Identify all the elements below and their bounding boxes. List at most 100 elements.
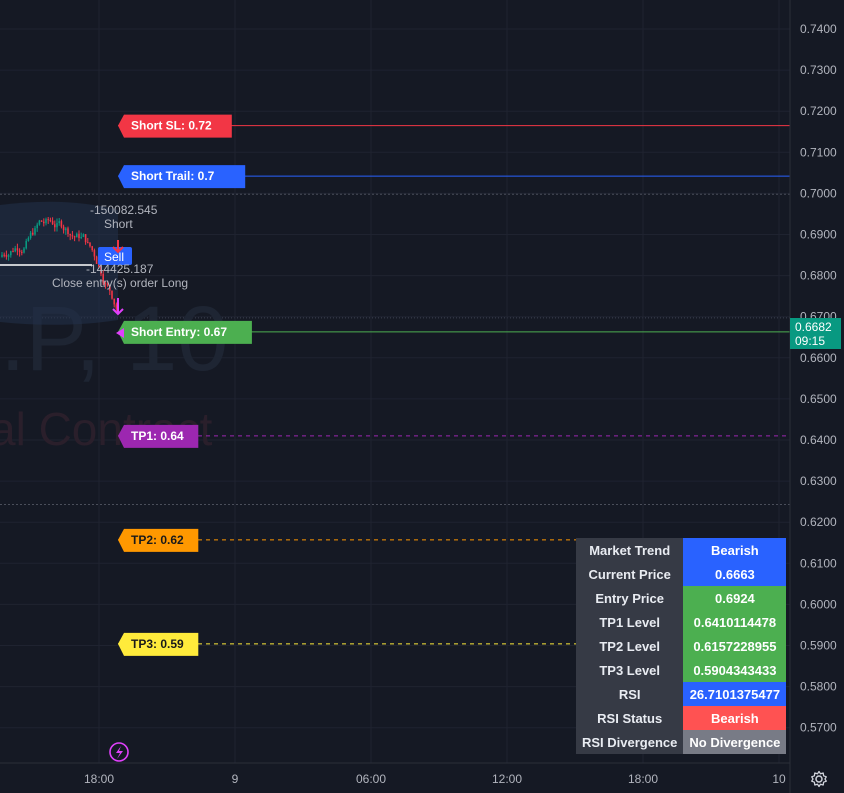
candle-body [80,236,82,238]
candle-body [38,220,41,225]
level-label: Short Entry: 0.67 [118,320,252,344]
table-label: RSI Status [576,706,684,730]
sell-badge [98,247,132,265]
price-tick-label: 0.7100 [800,145,837,159]
candle-body [14,248,16,252]
time-tick-label: 18:00 [628,772,658,786]
price-tick-label: 0.6600 [800,351,837,365]
price-tick-label: 0.6200 [800,515,837,529]
candle-body [18,250,21,252]
short-label: Short [104,217,133,231]
candle-body [25,240,27,249]
time-tick-label: 12:00 [492,772,522,786]
svg-text:Short Entry: 0.67: Short Entry: 0.67 [131,325,227,339]
candle-body [111,290,113,299]
candle-body [91,246,93,251]
time-tick-label: 06:00 [356,772,386,786]
table-value: No Divergence [683,730,787,754]
table-value: 0.6663 [683,562,787,586]
candle-body [73,236,76,238]
candle-body [3,254,5,256]
table-row: Market Trend Bearish [576,538,787,562]
table-label: TP3 Level [576,658,684,682]
close-entry-label: Close entry(s) order Long [52,276,188,290]
candle-body [54,224,56,228]
table-label: Market Trend [576,538,684,562]
table-row: TP2 Level 0.6157228955 [576,634,787,658]
price-tick-label: 0.5900 [800,639,837,653]
entry-marker-icon [116,328,124,338]
candle-body [82,234,85,237]
strategy-info-table: Market Trend Bearish Current Price 0.6663 En… [576,538,787,754]
candle-body [93,250,96,257]
gear-icon[interactable] [810,770,828,788]
candle-body [95,256,98,264]
price-tick-label: 0.7300 [800,63,837,77]
table-value: 0.6157228955 [683,634,787,658]
svg-text:Short SL: 0.72: Short SL: 0.72 [131,119,212,133]
candle-body [60,221,63,227]
current-price-value: 0.6682 [795,320,832,334]
price-tick-label: 0.6900 [800,228,837,242]
time-tick-label: 10 [772,772,786,786]
candle-body [100,266,102,275]
lightning-icon[interactable] [109,742,129,762]
candle-body [51,220,54,225]
candle-body [27,237,30,241]
table-row: RSI Divergence No Divergence [576,730,787,754]
svg-text:TP1: 0.64: TP1: 0.64 [131,429,184,443]
table-label: RSI [576,682,684,706]
candle-body [29,232,32,238]
table-value: 0.6410114478 [683,610,787,634]
price-tick-label: 0.7400 [800,22,837,36]
candle-body [98,263,100,267]
price-tick-label: 0.6300 [800,474,837,488]
svg-text:TP2: 0.62: TP2: 0.62 [131,533,184,547]
level-lines: Short SL: 0.72 Short Trail: 0.7 Short Entr… [118,114,790,656]
table-label: Current Price [576,562,684,586]
candle-body [62,226,65,231]
candle-body [7,255,10,257]
table-row: TP1 Level 0.6410114478 [576,610,787,634]
price-tick-label: 0.7000 [800,186,837,200]
svg-text:TP3: 0.59: TP3: 0.59 [131,637,184,651]
candle-body [84,234,87,243]
table-label: TP1 Level [576,610,684,634]
candle-body [16,248,19,251]
candle-body [34,228,36,235]
level-label: Short Trail: 0.7 [118,165,246,189]
price-tick-label: 0.6800 [800,269,837,283]
candle-body [76,233,78,238]
level-label: Short SL: 0.72 [118,114,232,138]
price-tick-label: 0.6400 [800,433,837,447]
table-row: RSI 26.7101375477 [576,682,787,706]
candle-body [106,284,109,286]
candle-body [67,228,69,235]
table-row: Entry Price 0.6924 [576,586,787,610]
candle-body [69,234,71,236]
price-axis[interactable]: 0.7400 0.7300 0.7200 0.7100 0.7000 0.6900 0.68… [789,0,837,793]
time-tick-label: 9 [232,772,239,786]
table-value: 26.7101375477 [683,682,787,706]
table-row: Current Price 0.6663 [576,562,787,586]
candle-body [1,254,3,258]
candle-body [5,254,8,257]
candle-body [104,282,107,285]
candle-body [47,219,49,221]
candle-body [43,221,45,224]
table-row: TP3 Level 0.5904343433 [576,658,787,682]
sell-arrow-icon [112,240,124,254]
buy-close-arrow-icon [112,298,124,316]
table-value: 0.6924 [683,586,787,610]
candle-body [40,220,43,222]
price-tick-label: 0.5800 [800,680,837,694]
table-value: Bearish [683,538,787,562]
table-row: RSI Status Bearish [576,706,787,730]
table-label: RSI Divergence [576,730,684,754]
level-label: TP1: 0.64 [118,424,199,448]
time-axis[interactable]: 18:00 9 06:00 12:00 18:00 10 [0,762,790,786]
price-tick-label: 0.6000 [800,597,837,611]
table-label: Entry Price [576,586,684,610]
candle-body [32,232,34,235]
candlestick-series [1,217,118,312]
